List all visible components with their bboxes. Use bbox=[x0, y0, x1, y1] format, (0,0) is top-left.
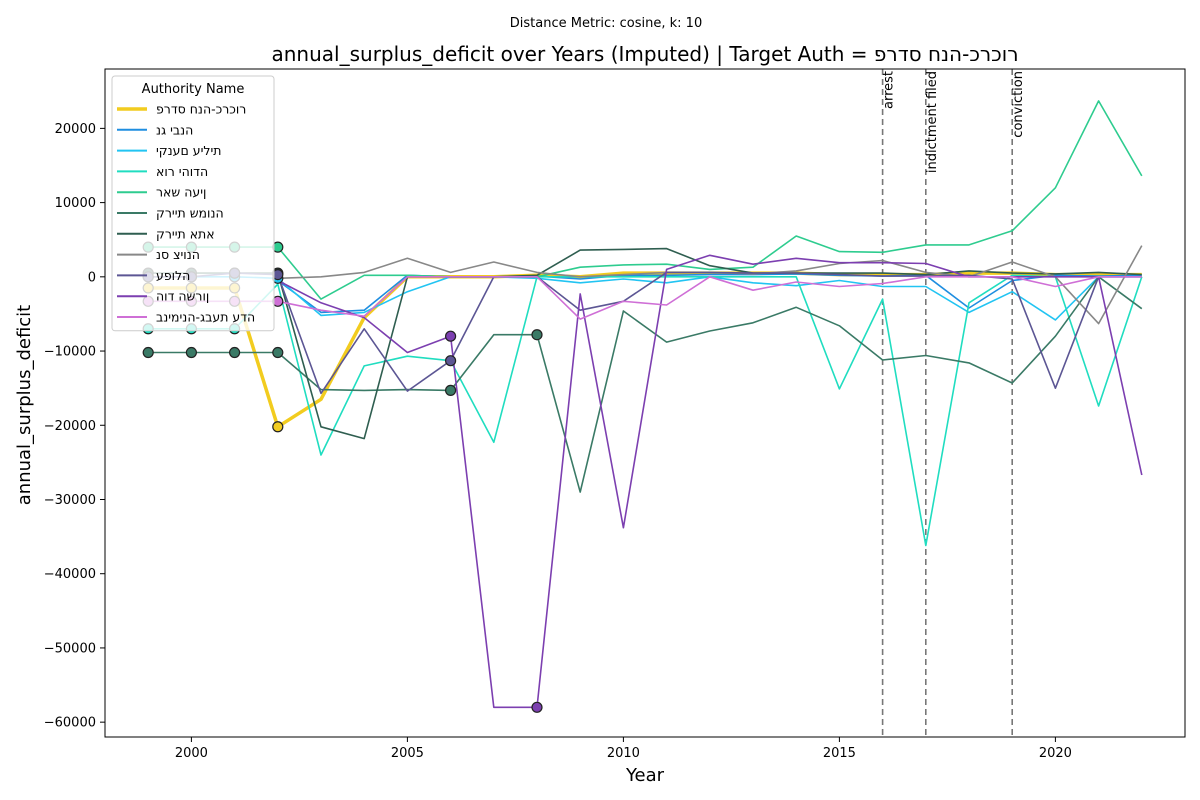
series-line bbox=[148, 276, 1143, 493]
series-line bbox=[148, 276, 1142, 320]
legend-entry: הלופע bbox=[156, 268, 190, 283]
event-label: conviction bbox=[1011, 71, 1026, 138]
y-tick-label: −20000 bbox=[44, 419, 96, 434]
imputed-point bbox=[445, 330, 457, 342]
y-tick-label: −30000 bbox=[44, 493, 96, 508]
event-label: indictment filed bbox=[925, 71, 940, 173]
y-tick-label: −10000 bbox=[44, 345, 96, 360]
chart-suptitle: Distance Metric: cosine, k: 10 bbox=[510, 16, 702, 31]
imputed-point bbox=[445, 384, 457, 396]
imputed-point bbox=[531, 701, 543, 713]
imputed-point bbox=[142, 346, 154, 359]
imputed-point bbox=[445, 355, 457, 367]
chart-title: annual_surplus_deficit over Years (Imput… bbox=[272, 42, 1019, 66]
legend-entry: הדוהי רוא bbox=[156, 164, 208, 179]
plot-frame bbox=[104, 68, 1186, 738]
series-line bbox=[148, 271, 1142, 395]
legend-entry: הנויצ סנ bbox=[156, 247, 200, 262]
legend-entry: הדע תעבג-הנימינב bbox=[156, 310, 255, 325]
series-line bbox=[148, 274, 1143, 547]
y-tick-label: −60000 bbox=[44, 716, 96, 731]
x-tick-label: 2005 bbox=[391, 746, 424, 761]
legend: Authority Name רוכרכ-הנח סדרפ הנבי גנ תיליע… bbox=[111, 75, 275, 332]
y-tick-label: 10000 bbox=[55, 196, 96, 211]
legend-entry: הנבי גנ bbox=[156, 122, 193, 137]
y-tick-label: 0 bbox=[88, 270, 96, 285]
y-axis: 20000 10000 0 −10000 −20000 −30000 −40000 −5000… bbox=[44, 122, 105, 731]
legend-entry: אתא תיירק bbox=[156, 226, 215, 241]
y-tick-label: −40000 bbox=[44, 567, 96, 582]
imputed-point bbox=[272, 421, 284, 433]
legend-box bbox=[111, 75, 275, 332]
imputed-point bbox=[531, 329, 543, 341]
y-tick-label: 20000 bbox=[55, 122, 96, 137]
legend-entry: רוכרכ-הנח סדרפ bbox=[156, 102, 246, 117]
x-tick-label: 2020 bbox=[1039, 746, 1072, 761]
x-tick-label: 2015 bbox=[823, 746, 856, 761]
x-axis-label: Year bbox=[625, 765, 665, 786]
legend-title: Authority Name bbox=[142, 82, 245, 97]
legend-entry: ןיעה שאר bbox=[156, 185, 206, 200]
plot-area: arrest indictment filed conviction bbox=[104, 68, 1186, 738]
x-tick-label: 2000 bbox=[175, 746, 208, 761]
legend-entry: ןורשה דוה bbox=[156, 289, 209, 304]
x-tick-label: 2010 bbox=[607, 746, 640, 761]
y-tick-label: −50000 bbox=[44, 641, 96, 656]
series-line bbox=[148, 247, 1142, 440]
imputed-point bbox=[185, 346, 197, 359]
legend-entry: תיליע םענקי bbox=[156, 143, 222, 158]
imputed-point bbox=[272, 346, 284, 359]
event-label: arrest bbox=[882, 71, 897, 109]
series-line bbox=[148, 100, 1143, 300]
x-axis: 2000 2005 2010 2015 2020 bbox=[175, 737, 1072, 761]
imputed-point bbox=[229, 346, 241, 359]
y-axis-label: annual_surplus_deficit bbox=[14, 305, 35, 505]
legend-entry: הנומש תיירק bbox=[156, 206, 224, 221]
